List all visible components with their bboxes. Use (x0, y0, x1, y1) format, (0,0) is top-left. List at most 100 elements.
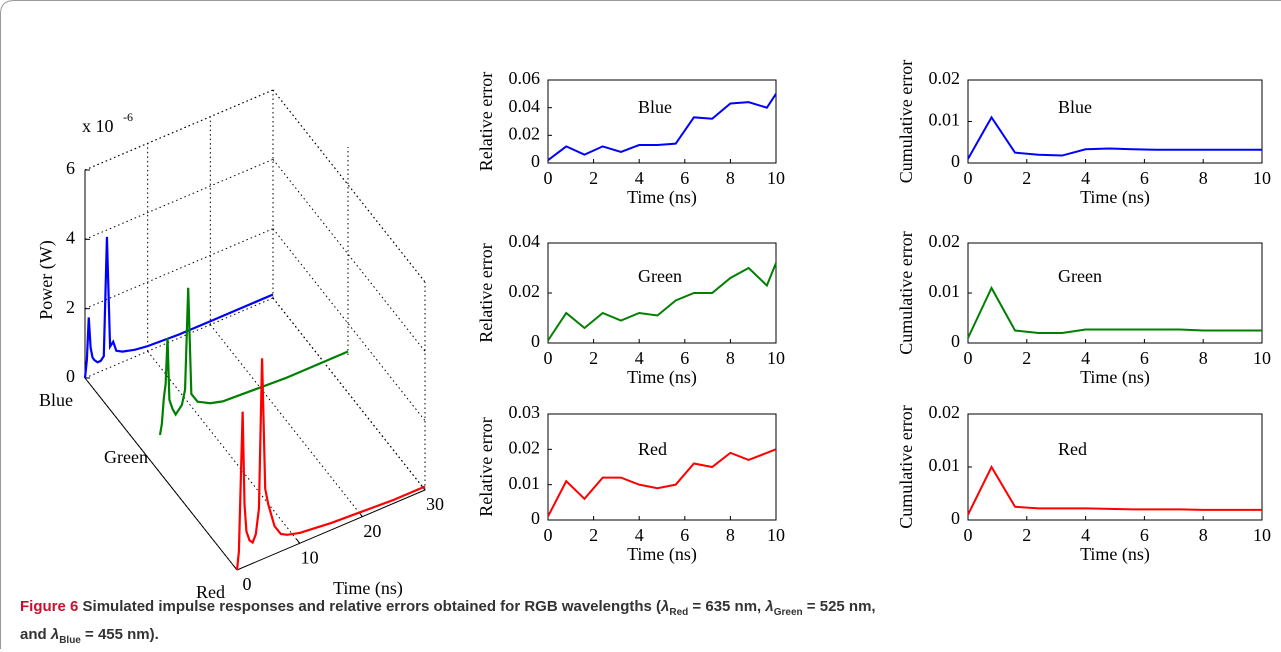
x-tick-label: 10 (767, 348, 785, 368)
x-tick-label: 4 (1081, 168, 1090, 188)
x-tick-label: 4 (1081, 525, 1090, 545)
caption-sub: Green (774, 607, 803, 618)
y-tick-label: 0 (951, 151, 960, 171)
y-tick-label: 0.01 (929, 455, 961, 475)
x-tick-label: 2 (589, 525, 598, 545)
y-axis-label: Relative error (476, 417, 496, 516)
plot-area (548, 80, 776, 163)
y-tick-label: 0.01 (509, 473, 541, 493)
time-axis (237, 490, 425, 570)
caption-text: and (20, 626, 51, 643)
x-tick-label: 8 (1199, 168, 1208, 188)
x-tick-label: 8 (1199, 348, 1208, 368)
y-tick-label: 0.04 (509, 96, 541, 116)
caption-text: = 455 nm). (81, 626, 159, 643)
caption-text: = 635 nm, (688, 598, 765, 615)
impulse-line (237, 358, 425, 570)
grid-line (273, 229, 425, 421)
x-tick-label: 2 (1022, 168, 1031, 188)
x-tick-label: 4 (635, 348, 644, 368)
caption-symbol: λ (51, 626, 59, 643)
x-tick-label: 6 (1140, 348, 1149, 368)
x-tick-label: 0 (964, 168, 973, 188)
x-tick-label: 0 (544, 525, 553, 545)
x-tick-label: 8 (726, 168, 735, 188)
grid-line (273, 90, 425, 282)
y-axis-label: Cumulative error (896, 405, 916, 528)
x-tick-label: 30 (426, 494, 444, 514)
y-tick-label: 0 (66, 366, 75, 386)
y-tick-label: 6 (66, 158, 75, 178)
x-tick-label: 4 (635, 525, 644, 545)
x-tick-label: 0 (544, 348, 553, 368)
y-tick-label: 4 (66, 227, 75, 247)
x-tick-label: 6 (680, 168, 689, 188)
y-tick-label: 0.02 (929, 68, 961, 88)
grid-line (148, 351, 300, 543)
y-axis-label: Relative error (476, 243, 496, 342)
x-tick (297, 539, 300, 543)
y-tick-label: 2 (66, 297, 75, 317)
category-axis (85, 378, 237, 570)
x-tick-label: 6 (1140, 168, 1149, 188)
grid-line (273, 298, 425, 490)
y-tick-label: 0 (951, 508, 960, 528)
y-tick-label: 0.02 (509, 123, 541, 143)
y-tick-label: 0.01 (929, 281, 961, 301)
y-axis-label: Power (W) (36, 240, 57, 319)
x-tick-label: 10 (767, 168, 785, 188)
x-axis-label: Time (ns) (1080, 187, 1150, 208)
y-tick-label: 0.02 (929, 231, 961, 251)
scale-label: x 10 (82, 116, 114, 136)
caption-sub: Blue (59, 635, 81, 646)
x-tick-label: 6 (1140, 525, 1149, 545)
y-axis-label: Cumulative error (896, 231, 916, 354)
y-tick-label: 0 (531, 331, 540, 351)
annotation: Blue (638, 97, 672, 117)
y-tick-label: 0.01 (929, 110, 961, 130)
x-tick-label: 0 (964, 348, 973, 368)
plot-area (548, 414, 776, 520)
annotation: Red (638, 439, 667, 459)
x-tick-label: 10 (767, 525, 785, 545)
annotation: Blue (1058, 97, 1092, 117)
y-tick-label: 0 (531, 508, 540, 528)
caption-text: = 525 nm, (803, 598, 876, 615)
caption-text: Simulated impulse responses and relative… (78, 598, 661, 615)
x-tick-label: 2 (589, 348, 598, 368)
grid-line (273, 159, 425, 351)
category-label: Green (104, 447, 148, 467)
caption-symbol: λ (765, 598, 773, 615)
x-axis-label: Time (ns) (627, 187, 697, 208)
y-axis-label: Cumulative error (896, 60, 916, 183)
x-tick-label: 0 (964, 525, 973, 545)
x-tick-label: 2 (1022, 348, 1031, 368)
x-tick-label: 4 (1081, 348, 1090, 368)
x-axis-label: Time (ns) (627, 367, 697, 388)
y-tick-label: 0.04 (509, 231, 541, 251)
x-tick-label: 0 (544, 168, 553, 188)
y-tick-label: 0.02 (509, 281, 541, 301)
plot-area (968, 243, 1262, 343)
plot-area (548, 243, 776, 343)
x-tick-label: 10 (301, 547, 319, 567)
x-tick-label: 10 (1253, 348, 1271, 368)
x-tick-label: 2 (589, 168, 598, 188)
x-tick-label: 8 (726, 525, 735, 545)
x-tick-label: 0 (243, 574, 252, 594)
x-axis-label: Time (ns) (627, 544, 697, 565)
x-tick-label: 2 (1022, 525, 1031, 545)
grid-line (85, 229, 273, 309)
annotation: Green (1058, 266, 1102, 286)
annotation: Red (1058, 439, 1087, 459)
y-tick-label: 0 (951, 331, 960, 351)
x-tick-label: 20 (363, 521, 381, 541)
y-tick-label: 0.02 (929, 402, 961, 422)
x-tick-label: 10 (1253, 525, 1271, 545)
caption: Figure 6 Simulated impulse responses and… (20, 596, 1260, 652)
x-tick-label: 8 (1199, 525, 1208, 545)
x-tick-label: 4 (635, 168, 644, 188)
x-tick-label: 8 (726, 348, 735, 368)
